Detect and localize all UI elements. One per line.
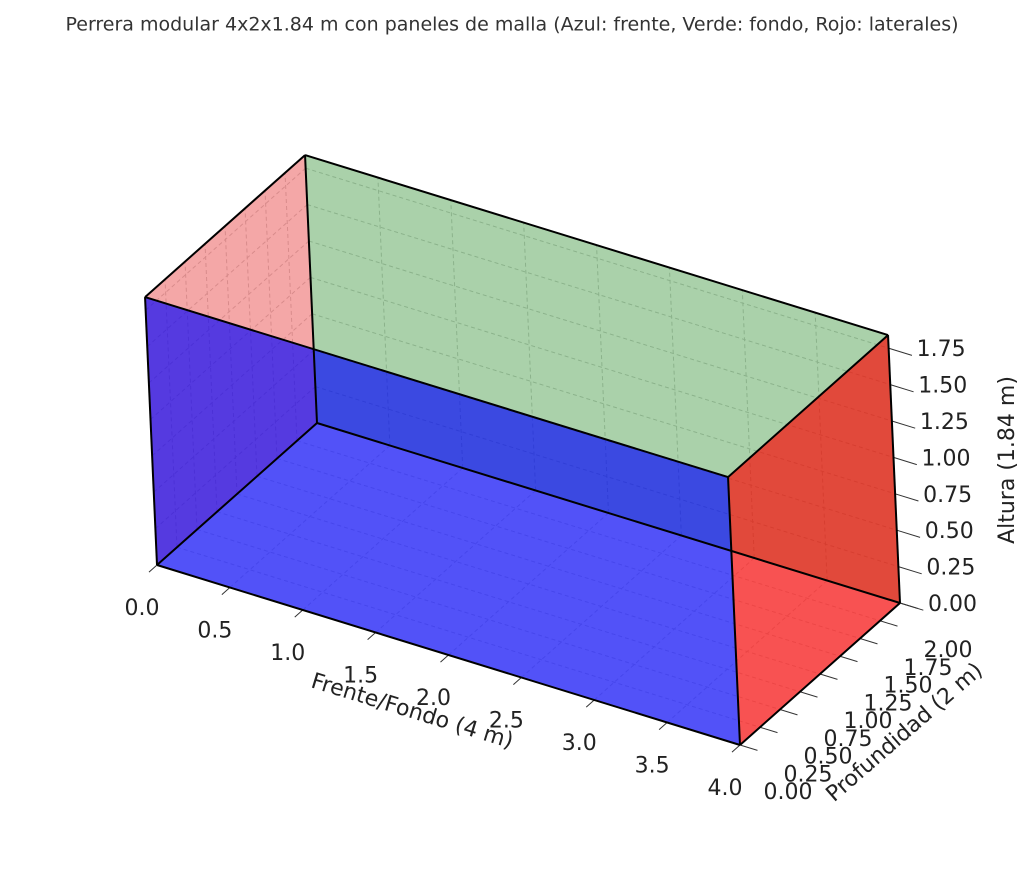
tick-mark bbox=[513, 677, 522, 685]
tick-mark bbox=[819, 673, 838, 680]
tick-mark bbox=[896, 529, 921, 538]
grid-line bbox=[145, 167, 306, 311]
tick-mark bbox=[879, 620, 898, 627]
y-tick-label: 1.00 bbox=[844, 709, 893, 734]
box-edge bbox=[144, 297, 158, 566]
chart-title: Perrera modular 4x2x1.84 m con paneles d… bbox=[65, 14, 958, 36]
y-tick-label: 0.25 bbox=[784, 762, 833, 787]
tick-mark bbox=[859, 638, 878, 645]
tick-mark bbox=[731, 744, 741, 753]
tick-mark bbox=[839, 655, 858, 663]
tick-mark bbox=[658, 722, 668, 730]
tick-mark bbox=[894, 493, 919, 502]
y-tick-label: 0.75 bbox=[824, 727, 873, 752]
front-panel bbox=[145, 297, 741, 745]
z-tick-label: 0.50 bbox=[925, 519, 974, 544]
x-tick-label: 0.0 bbox=[125, 596, 160, 621]
tick-mark bbox=[294, 609, 304, 618]
z-tick-label: 1.50 bbox=[918, 374, 967, 399]
tick-mark bbox=[898, 566, 922, 575]
x-axis-label: Frente/Fondo (4 m) bbox=[308, 669, 516, 754]
box-edge bbox=[316, 422, 901, 604]
tick-mark bbox=[890, 384, 914, 393]
x-tick-label: 2.0 bbox=[416, 686, 451, 711]
box-edge bbox=[144, 296, 729, 479]
z-tick-label: 0.75 bbox=[923, 483, 972, 508]
box-edge bbox=[727, 477, 741, 746]
y-tick-label: 1.50 bbox=[884, 674, 933, 699]
z-tick-label: 0.25 bbox=[926, 556, 975, 581]
tick-mark bbox=[440, 654, 449, 663]
box-edge bbox=[887, 335, 901, 604]
tick-mark bbox=[779, 709, 798, 716]
grid-line bbox=[311, 313, 896, 495]
z-tick-label: 1.75 bbox=[917, 337, 966, 362]
y-tick-label: 0.50 bbox=[804, 745, 853, 770]
z-tick-label: 1.00 bbox=[922, 446, 971, 471]
grid-line bbox=[308, 240, 893, 422]
x-tick-label: 3.5 bbox=[635, 754, 670, 779]
tick-mark bbox=[799, 691, 818, 698]
box-edge bbox=[156, 422, 318, 566]
x-tick-label: 2.5 bbox=[489, 709, 524, 734]
z-axis-label: Altura (1.84 m) bbox=[995, 376, 1020, 544]
x-tick-label: 1.5 bbox=[343, 664, 378, 689]
grid-line bbox=[305, 167, 889, 349]
tick-mark bbox=[759, 726, 778, 734]
grid-line bbox=[310, 276, 894, 458]
y-tick-label: 2.00 bbox=[924, 638, 973, 663]
y-tick-label: 0.00 bbox=[764, 780, 813, 805]
tick-mark bbox=[148, 564, 158, 573]
x-tick-label: 0.5 bbox=[197, 619, 232, 644]
tick-mark bbox=[221, 587, 231, 595]
tick-mark bbox=[893, 456, 917, 466]
tick-mark bbox=[585, 699, 595, 708]
y-tick-label: 1.75 bbox=[904, 656, 953, 681]
tick-mark bbox=[899, 602, 924, 611]
z-tick-label: 1.25 bbox=[920, 410, 969, 435]
grid-line bbox=[307, 204, 891, 386]
box-edge bbox=[144, 154, 306, 298]
side-panel bbox=[728, 335, 900, 745]
box-edge bbox=[156, 564, 741, 746]
x-tick-label: 4.0 bbox=[708, 776, 743, 801]
x-tick-label: 3.0 bbox=[562, 731, 597, 756]
tick-mark bbox=[888, 347, 913, 356]
box-edge bbox=[739, 602, 901, 746]
box-edge bbox=[304, 155, 318, 424]
tick-mark bbox=[739, 744, 758, 751]
y-tick-label: 1.25 bbox=[864, 691, 913, 716]
z-tick-label: 0.00 bbox=[928, 592, 977, 617]
box-edge bbox=[304, 154, 889, 337]
tick-mark bbox=[367, 632, 376, 640]
box-edge bbox=[727, 334, 889, 478]
x-tick-label: 1.0 bbox=[270, 641, 305, 666]
tick-mark bbox=[891, 420, 916, 429]
